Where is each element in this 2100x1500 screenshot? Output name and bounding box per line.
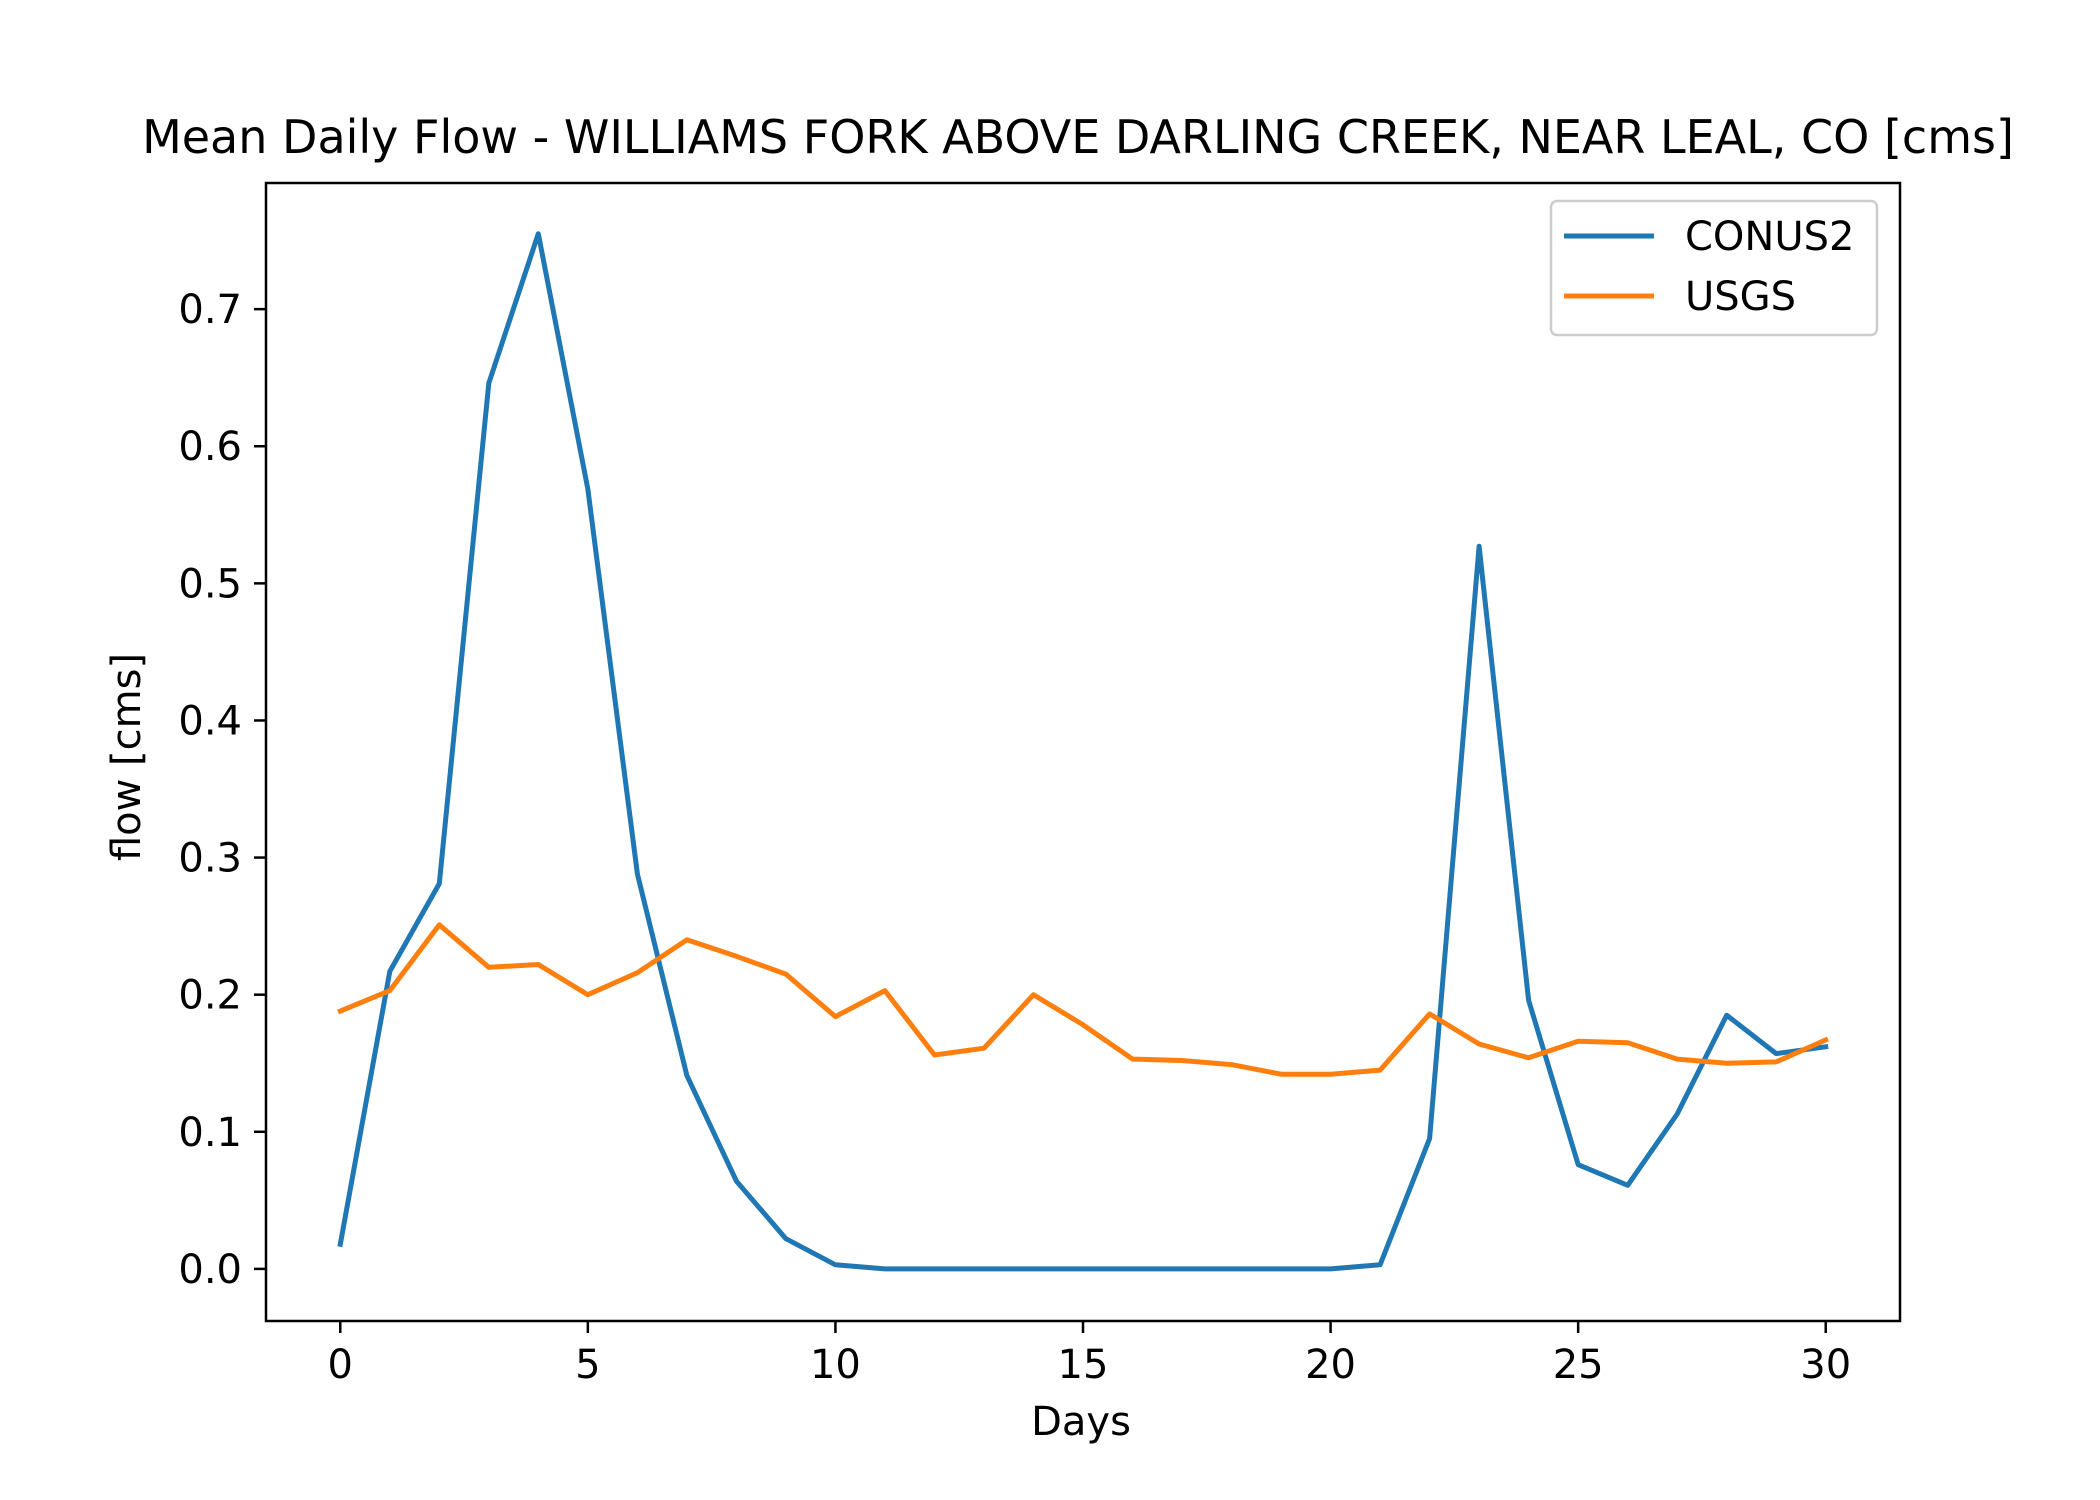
x-tick-label: 15 [1058,1342,1109,1388]
x-tick-label: 0 [328,1342,353,1388]
y-tick-label: 0.0 [178,1247,242,1293]
y-tick-label: 0.5 [178,561,242,607]
x-tick-label: 25 [1553,1342,1604,1388]
x-tick-label: 10 [810,1342,861,1388]
y-tick-label: 0.6 [178,424,242,470]
y-tick-label: 0.1 [178,1110,242,1156]
x-tick-label: 20 [1305,1342,1356,1388]
x-tick-label: 30 [1800,1342,1851,1388]
x-axis-ticks: 0 5 10 15 20 25 30 [328,1321,1851,1388]
chart-title: Mean Daily Flow - WILLIAMS FORK ABOVE DA… [142,110,2014,164]
y-tick-label: 0.7 [178,287,242,333]
series-line-usgs [337,922,1829,1077]
series-line-conus2 [337,231,1829,1272]
y-axis-ticks: 0.0 0.1 0.2 0.3 0.4 0.5 0.6 0.7 [178,287,266,1293]
y-tick-label: 0.2 [178,973,242,1019]
series-layer [337,231,1829,1272]
legend-label-usgs: USGS [1685,274,1796,320]
legend-label-conus2: CONUS2 [1685,214,1854,260]
y-axis-title: flow [cms] [104,653,150,861]
y-tick-label: 0.4 [178,698,242,744]
x-axis-title: Days [1031,1399,1131,1445]
y-tick-label: 0.3 [178,836,242,882]
x-tick-label: 5 [575,1342,600,1388]
legend: CONUS2 USGS [1549,199,1879,337]
